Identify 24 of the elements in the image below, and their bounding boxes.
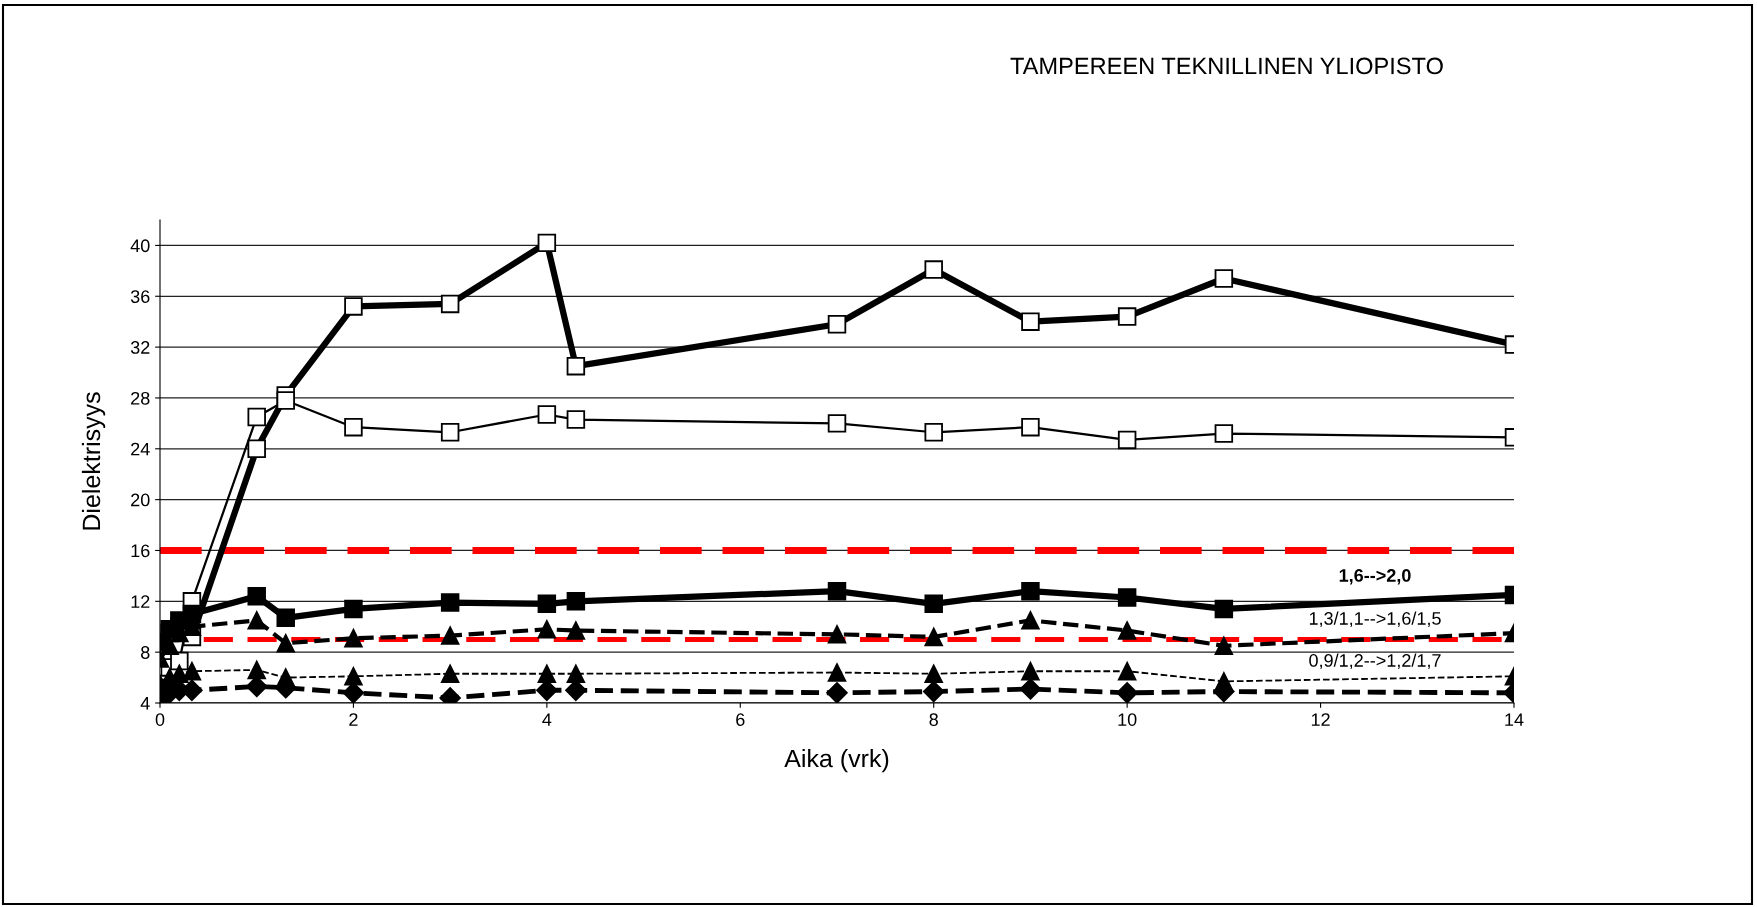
- x-tick-label: 4: [542, 713, 552, 726]
- y-tick-label: 32: [130, 341, 150, 354]
- x-tick-label: 0: [155, 713, 165, 726]
- x-tick-label: 10: [1118, 713, 1137, 726]
- annotation: 1,6-->2,0: [1339, 569, 1411, 585]
- y-tick-label: 28: [131, 391, 150, 405]
- y-tick-label: 16: [131, 544, 150, 558]
- x-tick-label: 8: [929, 713, 938, 726]
- y-axis-title: Dielektrisyys: [81, 392, 106, 530]
- y-tick-label: 12: [131, 595, 150, 608]
- x-tick-label: 6: [736, 713, 745, 726]
- y-tick-label: 4: [140, 697, 150, 710]
- y-tick-label: 24: [131, 442, 150, 456]
- y-tick-label: 8: [141, 646, 150, 659]
- x-axis-title: Aika (vrk): [784, 749, 889, 773]
- x-tick-label: 2: [349, 713, 358, 726]
- y-tick-label: 40: [130, 239, 150, 253]
- y-tick-label: 36: [130, 290, 150, 303]
- y-tick-label: 20: [131, 493, 150, 507]
- annotation: 1,3/1,1-->1,6/1,5: [1309, 611, 1441, 627]
- annotation: 0,9/1,2-->1,2/1,7: [1309, 653, 1441, 669]
- x-tick-label: 14: [1505, 713, 1524, 726]
- text: TAMPEREEN TEKNILLINEN YLIOPISTO: [1010, 57, 1443, 75]
- x-tick-label: 12: [1311, 713, 1330, 726]
